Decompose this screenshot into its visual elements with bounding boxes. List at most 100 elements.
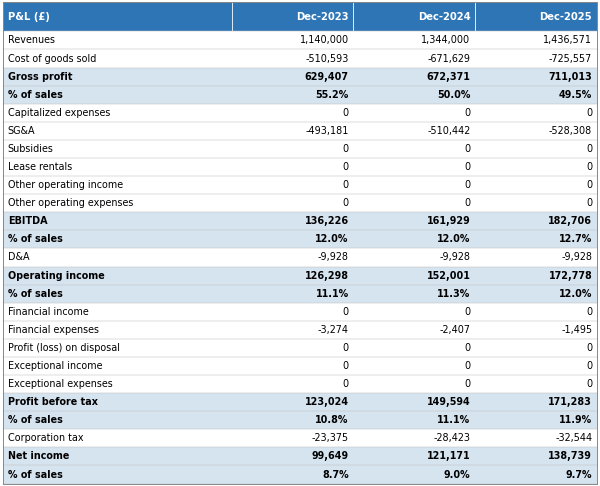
Bar <box>475 104 597 122</box>
Bar <box>232 375 353 393</box>
Bar <box>353 230 475 248</box>
Text: 0: 0 <box>586 307 592 317</box>
Text: 1,344,000: 1,344,000 <box>421 35 470 45</box>
Bar <box>232 357 353 375</box>
Bar <box>3 411 232 429</box>
Bar <box>353 466 475 484</box>
Text: 0: 0 <box>464 379 470 389</box>
Bar <box>353 212 475 230</box>
Bar <box>475 429 597 448</box>
Text: 1,436,571: 1,436,571 <box>543 35 592 45</box>
Bar <box>475 357 597 375</box>
Bar <box>3 68 232 86</box>
Text: 50.0%: 50.0% <box>437 90 470 100</box>
Bar <box>232 248 353 266</box>
Text: -510,442: -510,442 <box>427 126 470 136</box>
Bar <box>353 303 475 321</box>
Bar <box>3 122 232 140</box>
Text: Other operating income: Other operating income <box>8 180 123 190</box>
Bar <box>232 285 353 303</box>
Bar <box>475 68 597 86</box>
Bar <box>3 32 232 50</box>
Text: 0: 0 <box>586 180 592 190</box>
Text: 0: 0 <box>464 144 470 154</box>
Text: -2,407: -2,407 <box>439 325 470 335</box>
Text: -3,274: -3,274 <box>317 325 349 335</box>
Text: 0: 0 <box>343 180 349 190</box>
Bar <box>3 448 232 466</box>
Text: 0: 0 <box>343 198 349 208</box>
Bar <box>475 448 597 466</box>
Text: EBITDA: EBITDA <box>8 216 47 226</box>
Bar <box>353 266 475 285</box>
Text: 9.0%: 9.0% <box>444 469 470 480</box>
Text: Gross profit: Gross profit <box>8 71 73 82</box>
Bar <box>475 140 597 158</box>
Text: 8.7%: 8.7% <box>322 469 349 480</box>
Text: 0: 0 <box>586 361 592 371</box>
Bar <box>232 448 353 466</box>
Text: % of sales: % of sales <box>8 415 62 425</box>
Bar <box>3 50 232 68</box>
Bar <box>353 68 475 86</box>
Bar <box>475 86 597 104</box>
Text: 0: 0 <box>343 307 349 317</box>
Bar <box>475 176 597 194</box>
Bar <box>353 50 475 68</box>
Text: 0: 0 <box>464 180 470 190</box>
Text: Exceptional expenses: Exceptional expenses <box>8 379 113 389</box>
Bar <box>232 86 353 104</box>
Text: Dec-2024: Dec-2024 <box>418 12 470 22</box>
Bar <box>232 429 353 448</box>
Text: 136,226: 136,226 <box>305 216 349 226</box>
Text: 672,371: 672,371 <box>427 71 470 82</box>
Text: 12.0%: 12.0% <box>315 234 349 244</box>
Bar <box>353 285 475 303</box>
Text: 0: 0 <box>343 379 349 389</box>
Bar <box>475 212 597 230</box>
Text: 11.3%: 11.3% <box>437 289 470 298</box>
Bar <box>3 2 232 32</box>
Bar <box>353 357 475 375</box>
Text: 12.7%: 12.7% <box>559 234 592 244</box>
Text: 12.0%: 12.0% <box>559 289 592 298</box>
Bar <box>475 194 597 212</box>
Text: 55.2%: 55.2% <box>316 90 349 100</box>
Text: 0: 0 <box>586 379 592 389</box>
Text: 182,706: 182,706 <box>548 216 592 226</box>
Text: 1,140,000: 1,140,000 <box>299 35 349 45</box>
Bar <box>3 230 232 248</box>
Bar <box>232 68 353 86</box>
Bar <box>353 393 475 411</box>
Text: -510,593: -510,593 <box>305 53 349 64</box>
Text: 0: 0 <box>586 198 592 208</box>
Text: -671,629: -671,629 <box>427 53 470 64</box>
Text: 711,013: 711,013 <box>548 71 592 82</box>
Text: Corporation tax: Corporation tax <box>8 434 83 443</box>
Bar <box>3 248 232 266</box>
Text: 0: 0 <box>464 307 470 317</box>
Text: 0: 0 <box>586 108 592 118</box>
Bar <box>3 266 232 285</box>
Bar <box>232 411 353 429</box>
Text: 0: 0 <box>586 343 592 353</box>
Text: SG&A: SG&A <box>8 126 35 136</box>
Text: Financial income: Financial income <box>8 307 89 317</box>
Bar <box>232 104 353 122</box>
Bar <box>232 140 353 158</box>
Bar <box>475 230 597 248</box>
Bar <box>353 429 475 448</box>
Text: 11.9%: 11.9% <box>559 415 592 425</box>
Text: 99,649: 99,649 <box>311 451 349 461</box>
Text: 172,778: 172,778 <box>548 271 592 280</box>
Text: 0: 0 <box>464 343 470 353</box>
Text: 138,739: 138,739 <box>548 451 592 461</box>
Bar <box>232 339 353 357</box>
Bar <box>232 466 353 484</box>
Text: Capitalized expenses: Capitalized expenses <box>8 108 110 118</box>
Bar <box>3 140 232 158</box>
Bar <box>232 158 353 176</box>
Text: 49.5%: 49.5% <box>559 90 592 100</box>
Text: -9,928: -9,928 <box>317 252 349 262</box>
Text: 0: 0 <box>586 144 592 154</box>
